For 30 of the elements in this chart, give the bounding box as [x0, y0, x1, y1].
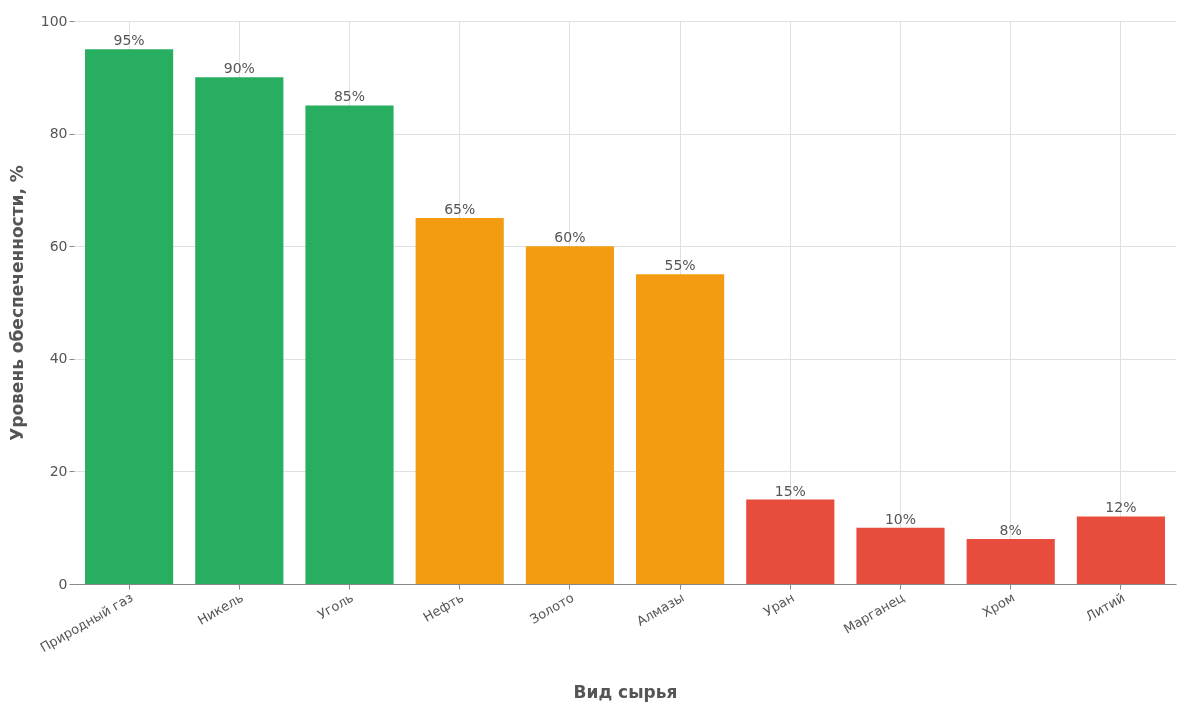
- data-label: 85%: [333, 88, 366, 105]
- bar: [636, 274, 725, 584]
- y-tick-label: 20: [49, 462, 68, 479]
- bar: [525, 246, 614, 584]
- bar: [746, 499, 835, 584]
- bar: [415, 218, 504, 584]
- bar: [966, 538, 1055, 584]
- data-label: 8%: [999, 521, 1022, 538]
- bar: [85, 49, 174, 584]
- data-label: 15%: [774, 482, 806, 499]
- y-tick-label: 40: [49, 350, 68, 367]
- y-tick-label: 0: [58, 575, 68, 592]
- y-axis-title: Уровень обеспеченности, %: [6, 165, 27, 441]
- bar: [1076, 516, 1165, 584]
- x-tick-label: Уран: [761, 589, 797, 620]
- x-axis-title: Вид сырья: [573, 682, 678, 703]
- data-label: 90%: [223, 60, 255, 77]
- y-tick-label: 60: [49, 237, 68, 254]
- y-tick-label: 80: [49, 125, 68, 142]
- data-label: 55%: [664, 257, 696, 274]
- bar: [856, 527, 945, 584]
- y-tick-label: 100: [40, 12, 68, 29]
- data-label: 12%: [1105, 499, 1137, 516]
- data-label: 10%: [884, 510, 917, 527]
- data-label: 60%: [554, 229, 586, 246]
- bar: [195, 77, 284, 584]
- data-label: 95%: [113, 32, 145, 49]
- data-label: 65%: [444, 201, 476, 218]
- x-tick-label: Уголь: [315, 589, 356, 623]
- bar: [305, 105, 394, 584]
